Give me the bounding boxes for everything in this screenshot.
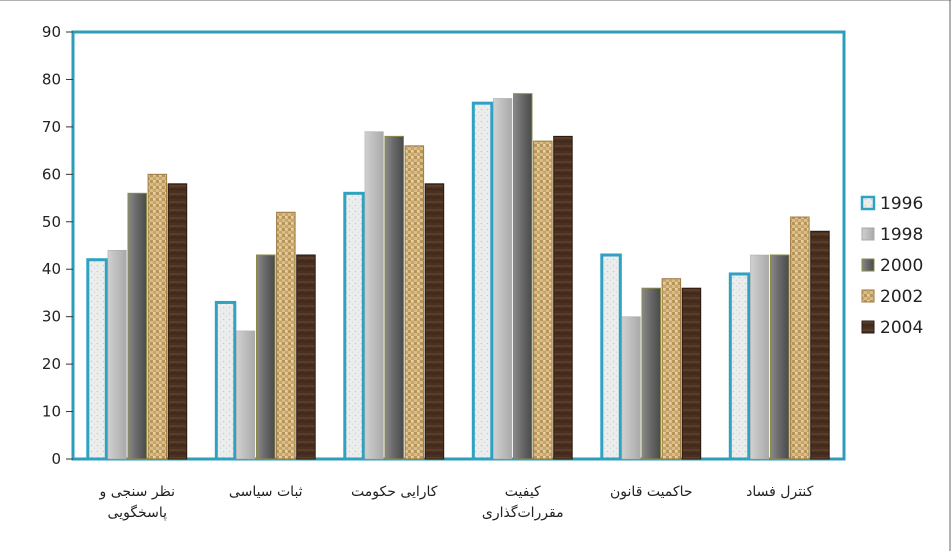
bar-2004-0: [167, 183, 188, 460]
y-tick-label: 40: [42, 260, 61, 278]
x-category-label: کیفیت: [505, 484, 541, 500]
bar-1996-4: [600, 253, 622, 461]
legend-swatch-2000: [861, 258, 875, 272]
x-category-label: نظر سنجی و: [99, 484, 175, 500]
legend-swatch-1998: [861, 227, 875, 241]
x-category-label: ثبات سیاسی: [229, 484, 303, 500]
bar-2000-2: [384, 135, 404, 460]
bar-1998-0: [107, 249, 127, 460]
plot-frame: [71, 30, 846, 461]
bar-1998-4: [621, 316, 641, 460]
bar-2004-3: [553, 135, 573, 460]
y-tick-label: 80: [42, 70, 61, 88]
bar-2000-0: [127, 192, 147, 460]
bar-1996-2: [343, 191, 365, 461]
y-tick-label: 10: [42, 403, 61, 421]
x-category-label: حاکمیت قانون: [610, 484, 692, 500]
bar-2002-2: [404, 145, 425, 460]
legend-swatch-2002: [861, 289, 875, 303]
x-category-label: کارایی حکومت: [351, 484, 438, 500]
legend-label-2002: 2002: [880, 287, 923, 307]
legend-label-2000: 2000: [880, 256, 923, 276]
y-tick-label: 60: [42, 165, 61, 183]
bar-2004-4: [681, 287, 702, 460]
bar-2000-5: [770, 254, 790, 460]
legend-label-1998: 1998: [880, 225, 923, 245]
bar-2002-3: [533, 140, 553, 460]
bar-2000-3: [513, 93, 533, 460]
bar-1996-3: [471, 101, 494, 461]
legend-label-2004: 2004: [880, 318, 923, 338]
y-tick-label: 20: [42, 355, 61, 373]
bar-2004-2: [424, 183, 445, 460]
bar-2004-1: [296, 254, 316, 460]
legend-swatch-1996: [860, 195, 876, 211]
x-category-label: کنترل فساد: [746, 484, 813, 500]
x-category-label: مقررات‌گذاری: [482, 504, 564, 521]
bar-1998-5: [750, 254, 770, 460]
y-tick-label: 30: [42, 308, 61, 326]
x-category-label: پاسخگویی: [108, 504, 168, 521]
bar-2000-4: [641, 287, 661, 460]
legend-swatch-2004: [861, 320, 875, 334]
bar-1996-0: [86, 258, 108, 461]
legend-label-1996: 1996: [880, 194, 923, 214]
bar-1998-1: [236, 330, 256, 460]
y-tick-label: 70: [42, 118, 61, 136]
bar-2002-1: [276, 211, 296, 460]
y-tick-label: 0: [51, 450, 61, 468]
bar-2004-5: [810, 230, 830, 460]
bar-2002-5: [790, 216, 810, 460]
bar-1996-1: [214, 300, 237, 461]
bar-1998-2: [364, 131, 384, 460]
bar-1998-3: [493, 98, 513, 460]
y-tick-label: 50: [42, 213, 61, 231]
bar-2002-0: [147, 173, 168, 460]
bar-2000-1: [256, 254, 276, 460]
bar-2002-4: [661, 278, 682, 460]
y-tick-label: 90: [42, 23, 61, 41]
bar-1996-5: [728, 272, 751, 461]
